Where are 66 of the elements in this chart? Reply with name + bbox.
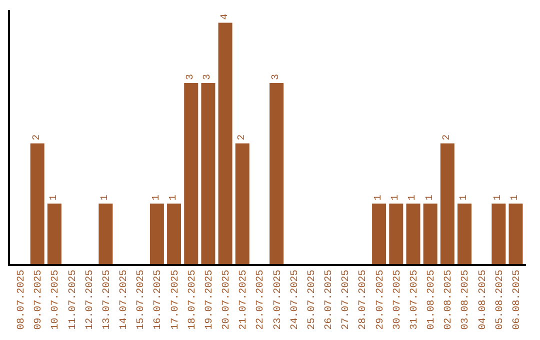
x-tick-label: 24.07.2025 [290, 270, 301, 330]
bar [98, 204, 113, 264]
bar [201, 83, 216, 264]
data-label: 1 [424, 194, 436, 201]
bar [47, 204, 62, 264]
x-tick-label: 17.07.2025 [170, 270, 182, 330]
x-tick-label: 16.07.2025 [153, 270, 164, 330]
data-label: 3 [271, 74, 282, 80]
x-tick-label: 31.07.2025 [409, 270, 420, 330]
x-tick-label: 29.07.2025 [375, 270, 386, 330]
data-label: 3 [186, 74, 197, 80]
bar [406, 204, 420, 264]
x-tick-label: 13.07.2025 [102, 270, 113, 330]
bar [423, 204, 438, 264]
x-tick-label: 06.08.2025 [512, 270, 523, 330]
x-tick-label: 26.07.2025 [324, 270, 336, 330]
x-tick-label: 05.08.2025 [494, 270, 506, 330]
bar [372, 204, 386, 264]
x-tick-label: 14.07.2025 [119, 270, 130, 330]
bar [218, 22, 232, 264]
x-tick-label: 23.07.2025 [272, 270, 284, 330]
data-label: 1 [390, 194, 402, 201]
data-label: 1 [151, 194, 162, 201]
bar [30, 143, 44, 264]
x-tick-label: 28.07.2025 [358, 270, 370, 330]
x-tick-label: 19.07.2025 [204, 270, 216, 330]
data-label: 1 [100, 194, 112, 201]
data-label: 1 [374, 194, 385, 201]
x-tick-label: 25.07.2025 [306, 270, 318, 330]
bar [440, 143, 454, 264]
x-tick-label: 02.08.2025 [444, 270, 455, 330]
data-label: 1 [510, 194, 522, 201]
data-label: 2 [236, 134, 248, 140]
data-label: 3 [202, 74, 214, 80]
x-tick-label: 30.07.2025 [392, 270, 404, 330]
x-tick-label: 20.07.2025 [222, 270, 233, 330]
bar [270, 83, 284, 264]
x-tick-label: 15.07.2025 [136, 270, 148, 330]
data-label: 1 [48, 194, 60, 201]
data-label: 1 [493, 194, 504, 201]
data-label: 1 [408, 194, 419, 201]
x-tick-label: 09.07.2025 [34, 270, 45, 330]
x-tick-label: 01.08.2025 [426, 270, 438, 330]
x-tick-label: 18.07.2025 [187, 270, 198, 330]
x-tick-label: 22.07.2025 [256, 270, 267, 330]
x-tick-label: 10.07.2025 [50, 270, 62, 330]
bar [150, 204, 164, 264]
x-tick-label: 12.07.2025 [84, 270, 96, 330]
bar [508, 204, 523, 264]
x-tick-label: 03.08.2025 [460, 270, 472, 330]
x-tick-label: 27.07.2025 [341, 270, 352, 330]
bar [167, 204, 182, 264]
bar [389, 204, 404, 264]
x-tick-label: 04.08.2025 [478, 270, 489, 330]
bar [235, 143, 250, 264]
data-label: 4 [220, 14, 231, 20]
x-tick-label: 21.07.2025 [238, 270, 250, 330]
x-tick-label: 11.07.2025 [68, 270, 79, 330]
data-label: 2 [32, 134, 43, 140]
bar [492, 204, 506, 264]
data-label: 1 [458, 194, 470, 201]
bar [457, 204, 472, 264]
bar [184, 83, 198, 264]
data-label: 2 [442, 134, 453, 140]
x-tick-label: 08.07.2025 [16, 270, 28, 330]
data-label: 1 [168, 194, 180, 201]
